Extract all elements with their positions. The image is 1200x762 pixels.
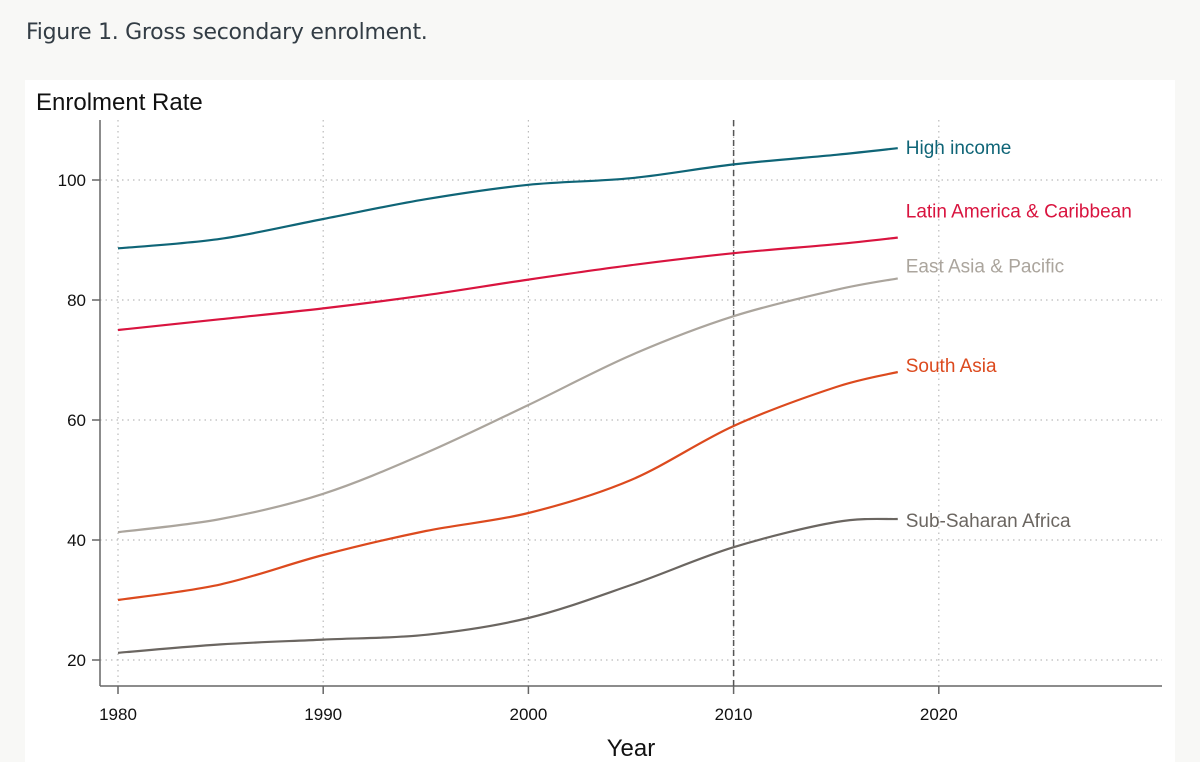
series-label-latin-america-caribbean: Latin America & Caribbean <box>906 202 1132 223</box>
figure-title: Figure 1. Gross secondary enrolment. <box>26 20 428 45</box>
series-label-east-asia-pacific: East Asia & Pacific <box>906 256 1064 277</box>
y-tick-label: 60 <box>67 411 86 430</box>
y-tick-label: 100 <box>58 171 86 190</box>
y-axis-title: Enrolment Rate <box>36 89 203 116</box>
series-line-latin-america-caribbean <box>117 236 898 332</box>
x-tick-label: 1980 <box>99 705 137 724</box>
x-tick-label: 2000 <box>509 705 547 724</box>
y-tick-label: 80 <box>67 291 86 310</box>
series-line-south-asia <box>117 370 899 602</box>
x-tick-label: 2020 <box>920 705 958 724</box>
x-axis-title: Year <box>607 735 656 762</box>
series-line-sub-saharan-africa <box>117 517 898 654</box>
y-tick-label: 20 <box>67 651 86 670</box>
series-line-high-income <box>117 147 898 250</box>
series-label-high-income: High income <box>906 138 1012 159</box>
series-label-south-asia: South Asia <box>906 356 997 377</box>
chart-panel <box>25 80 1175 762</box>
y-tick-label: 40 <box>67 531 86 550</box>
x-tick-label: 1990 <box>304 705 342 724</box>
series-label-sub-saharan-africa: Sub-Saharan Africa <box>906 511 1071 532</box>
x-tick-label: 2010 <box>715 705 753 724</box>
series-line-east-asia-pacific <box>117 277 898 534</box>
